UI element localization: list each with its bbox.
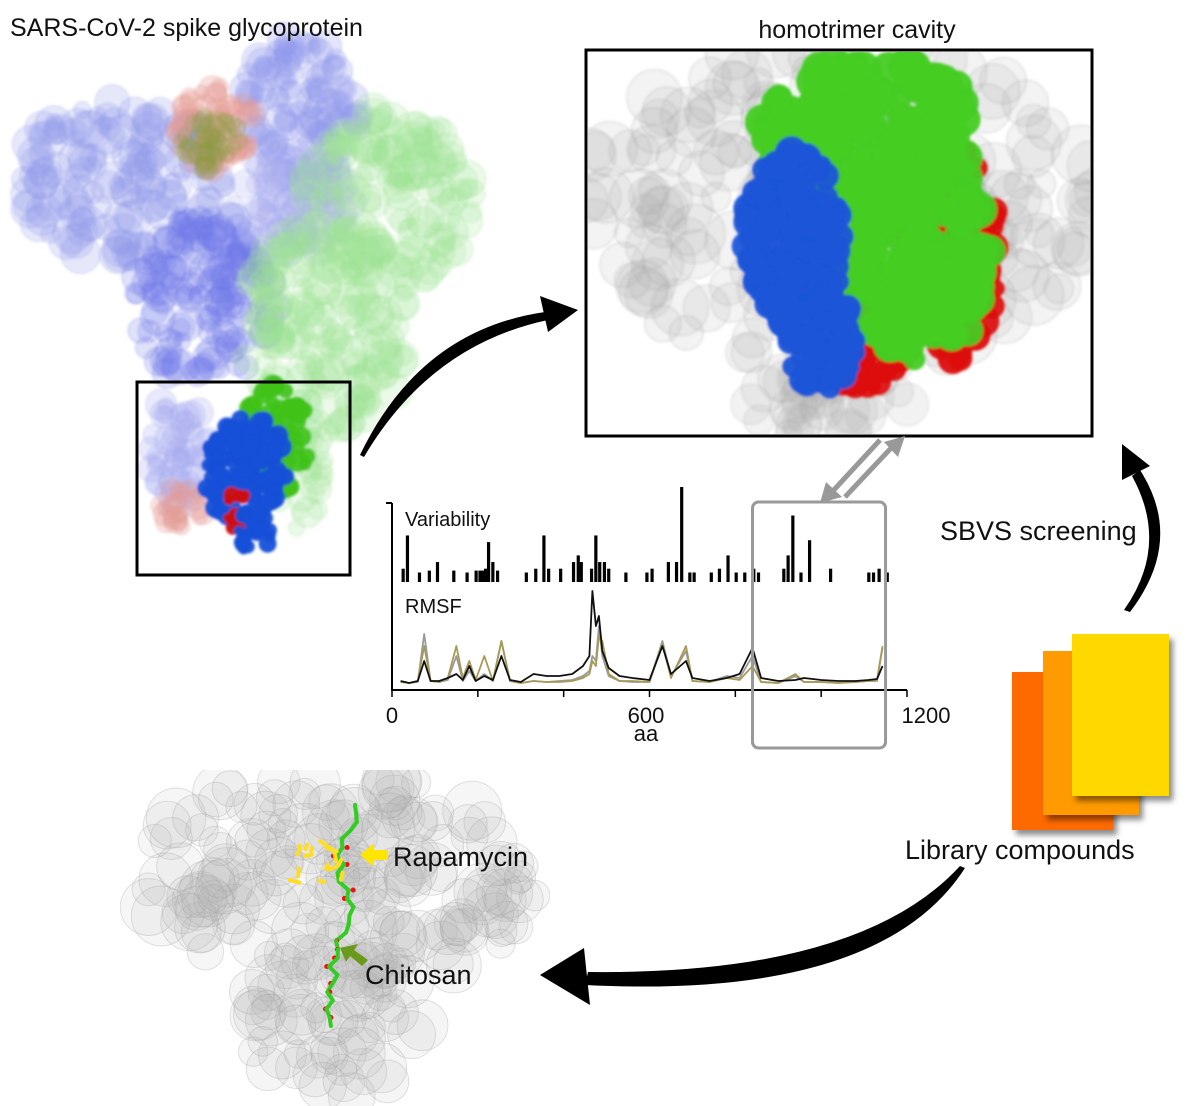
cavity-title: homotrimer cavity (758, 16, 956, 44)
variability-bar (786, 555, 790, 582)
rapamycin-label: Rapamycin (393, 842, 528, 872)
homotrimer-cavity-structure (588, 52, 1090, 434)
curved-arrow-icon (585, 866, 965, 987)
variability-bar (542, 535, 546, 582)
variability-bar (474, 570, 478, 582)
chain-green-solid (833, 128, 1007, 371)
variability-bar (579, 562, 583, 582)
variability-bar (589, 568, 594, 582)
chain-blue-solid (233, 502, 278, 555)
chitosan-label: Chitosan (365, 960, 472, 990)
variability-bar (401, 568, 405, 582)
variability-bar (666, 562, 670, 582)
variability-bar (867, 572, 871, 582)
variability-bar (559, 568, 563, 582)
variability-bar (571, 562, 576, 582)
highlight-region-box (751, 500, 888, 750)
variability-rmsf-chart: Variability RMSF 0 600 1200 aa (386, 487, 951, 750)
arrow-head-icon (1122, 444, 1150, 480)
variability-bar (602, 562, 607, 582)
variability-bar (692, 572, 696, 582)
variability-bar (871, 572, 876, 582)
variability-bar (726, 555, 730, 582)
variability-bar (650, 568, 654, 582)
chain-red-surface (150, 478, 216, 536)
variability-bar (624, 572, 628, 582)
zoom-region-box (135, 380, 352, 577)
variability-bar (877, 568, 881, 582)
variability-bar (524, 572, 528, 582)
variability-bar (680, 487, 684, 582)
variability-bar (885, 572, 889, 582)
variability-bar (478, 570, 482, 582)
variability-bar (534, 568, 538, 582)
variability-bar (576, 555, 580, 582)
arrow-head-icon (540, 296, 578, 332)
variability-bar (435, 562, 440, 582)
variability-bar (495, 570, 500, 582)
variability-bar (417, 572, 422, 582)
variability-bar (717, 568, 722, 582)
variability-bar (807, 540, 812, 582)
chitosan-arrow-icon (340, 944, 368, 966)
chain-red-surface (172, 108, 248, 181)
variability-bar (674, 562, 679, 582)
rapamycin-ligand (287, 838, 345, 885)
variability-bar (452, 570, 456, 582)
variability-bar (481, 570, 485, 582)
rapamycin-arrow-icon (360, 843, 388, 867)
rmsf-series-line (400, 590, 884, 684)
variability-bar (465, 572, 469, 582)
variability-bar (486, 542, 491, 582)
library-label: Library compounds (905, 835, 1135, 865)
screening-label: SBVS screening (940, 516, 1137, 546)
variability-bar (491, 562, 495, 582)
x-axis-label: aa (634, 721, 659, 746)
variability-bar (799, 572, 803, 582)
chain-blue-solid (731, 135, 854, 346)
compound-cards-icon (1012, 634, 1169, 830)
variability-bar (734, 572, 738, 582)
chain-blue-solid (197, 409, 295, 533)
docked-ligands-structure (120, 770, 550, 1106)
variability-bar (405, 535, 410, 582)
variability-bar (645, 572, 649, 582)
variability-bar (743, 572, 747, 582)
variability-bar (688, 572, 692, 582)
x-tick-label-0: 0 (386, 703, 398, 728)
variability-bar (782, 568, 786, 582)
x-tick-label-1200: 1200 (902, 703, 951, 728)
spike-glycoprotein-structure (10, 21, 487, 555)
rmsf-label: RMSF (405, 596, 462, 618)
double-arrow-icon (820, 436, 905, 503)
variability-bar (607, 568, 611, 582)
spike-title: SARS-CoV-2 spike glycoprotein (10, 14, 363, 42)
variability-bar (756, 572, 761, 582)
variability-bar (598, 562, 602, 582)
variability-bar (791, 515, 795, 582)
curved-arrow-icon (1124, 470, 1161, 612)
variability-bar (547, 568, 551, 582)
variability-bar (829, 568, 833, 582)
variability-bar (483, 568, 488, 582)
x-tick-label-600: 600 (628, 703, 665, 728)
chain-blue-solid (776, 281, 866, 400)
arrow-head-icon (540, 948, 590, 1005)
chitosan-ligand (323, 803, 359, 1028)
variability-bar (427, 570, 431, 582)
cavity-frame (584, 48, 1094, 438)
variability-bar (594, 535, 598, 582)
variability-bar (709, 572, 713, 582)
variability-label: Variability (405, 509, 490, 531)
